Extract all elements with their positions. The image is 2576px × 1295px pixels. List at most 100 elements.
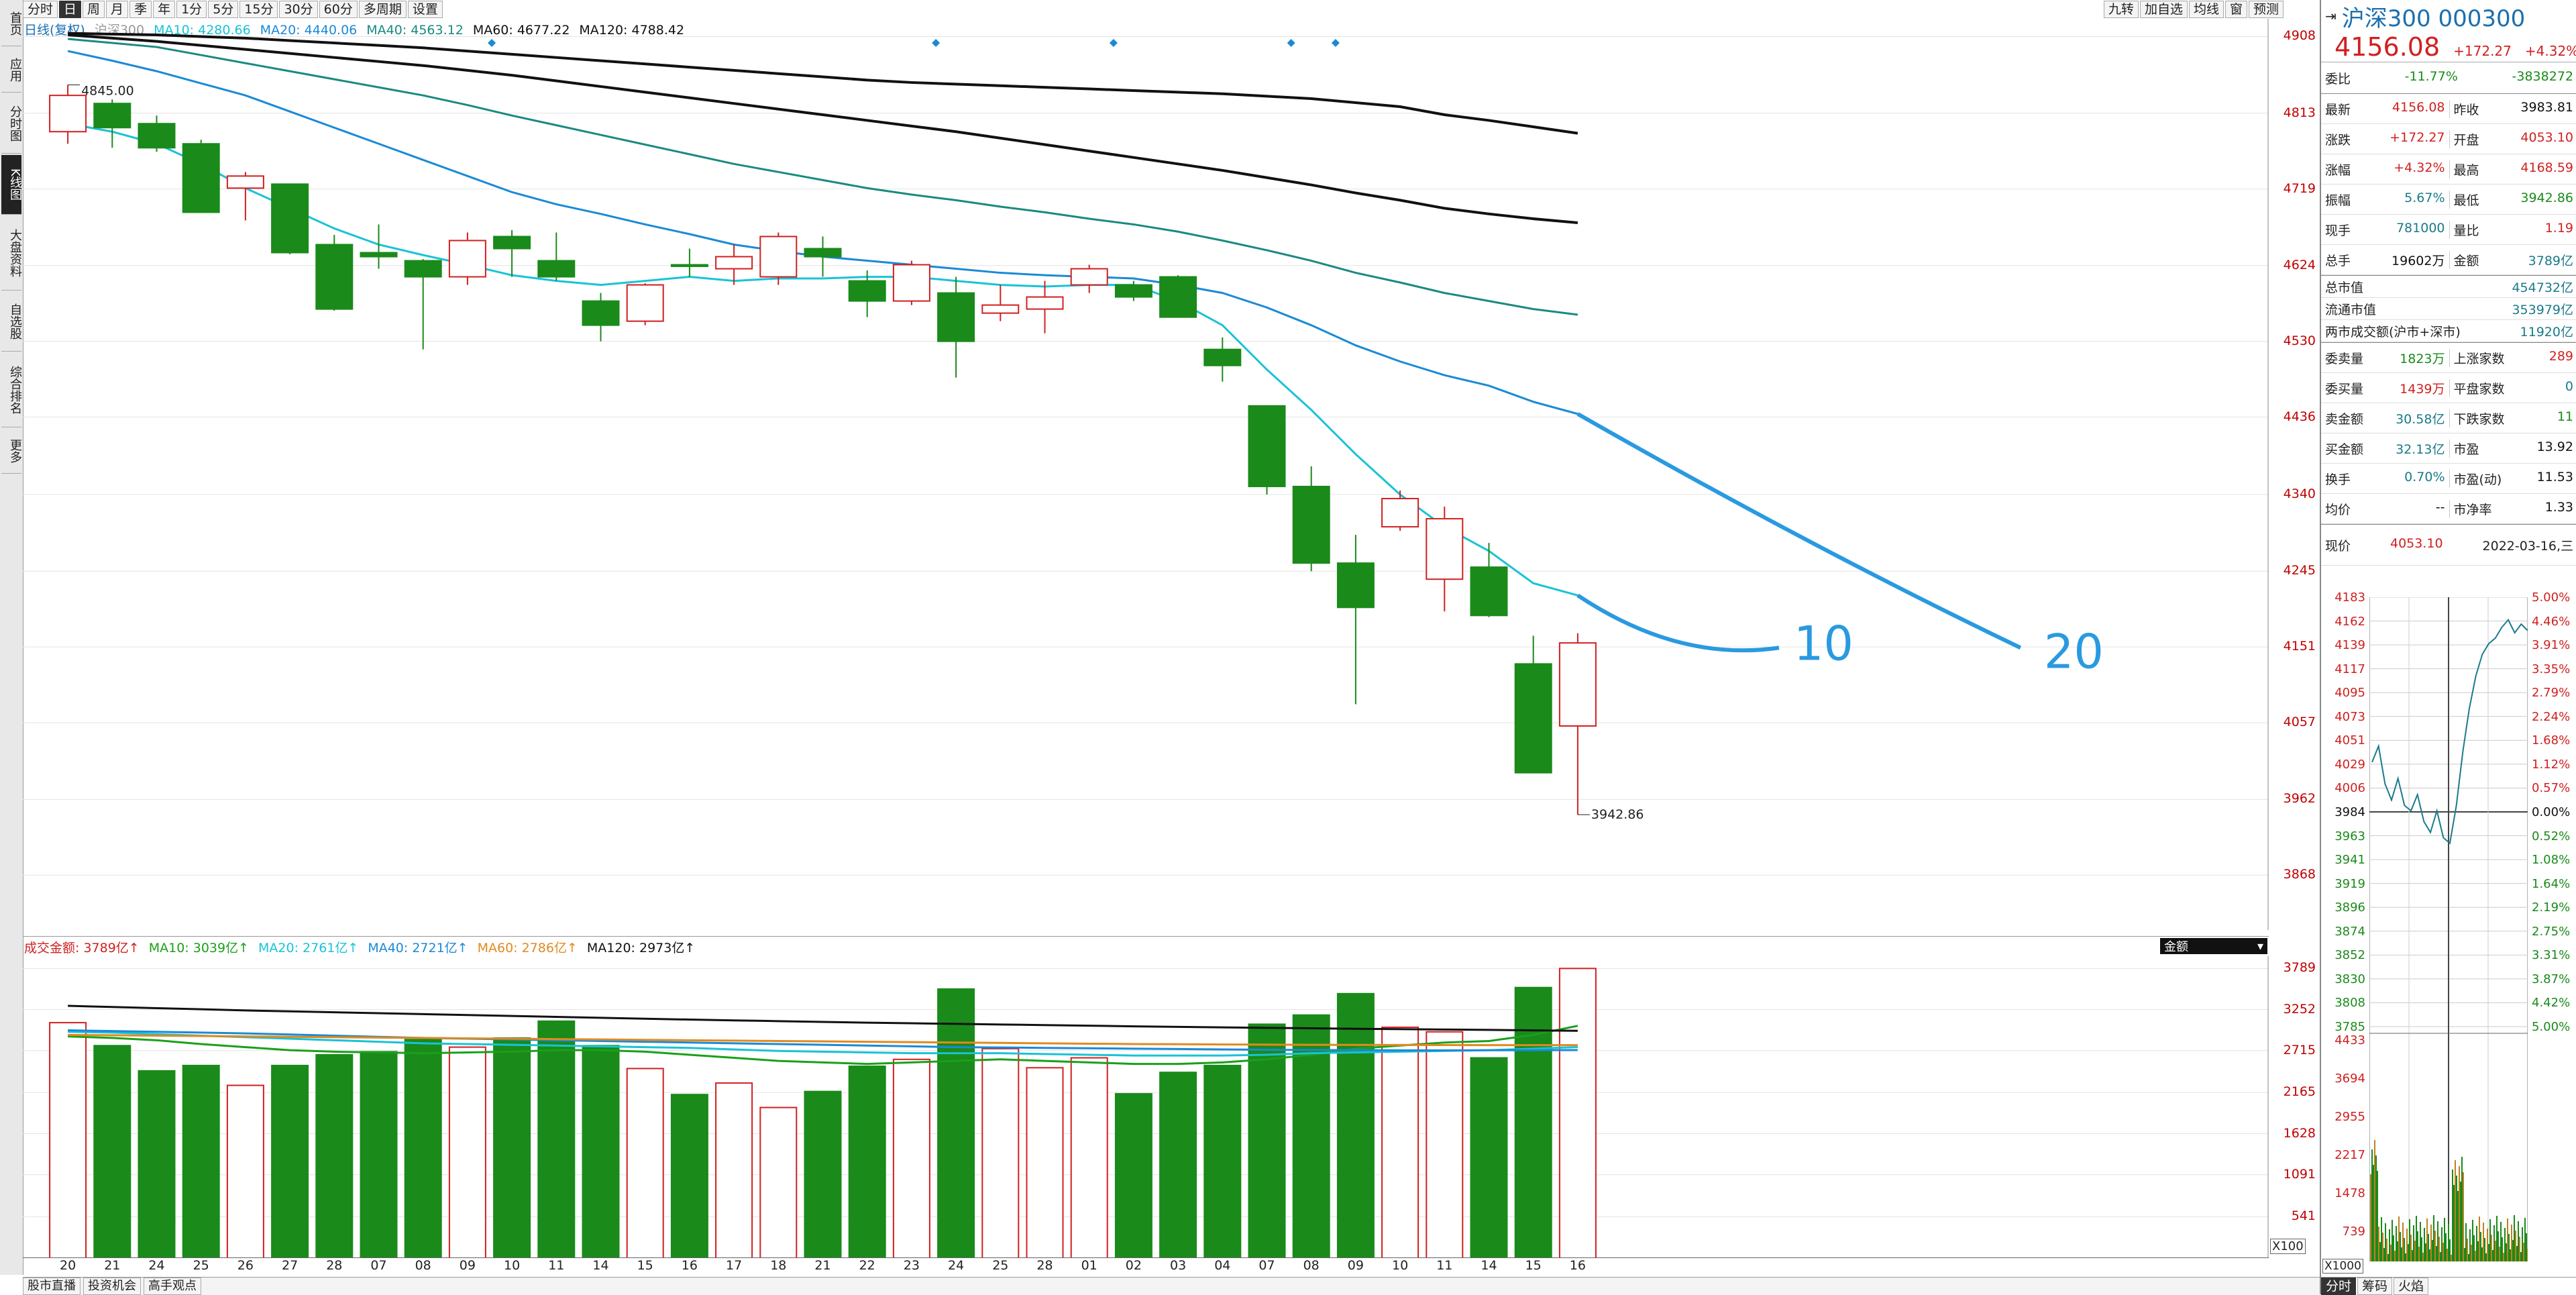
- candle-21: [982, 285, 1018, 321]
- volume-bar-29: [1338, 994, 1374, 1258]
- date-label-16: 18: [770, 1258, 786, 1273]
- period-button-8[interactable]: 15分: [239, 1, 278, 18]
- bottom-tab-0[interactable]: 股市直播: [23, 1278, 80, 1295]
- mktcap-row-2: 两市成交额(沪市+深市)11920亿: [2321, 320, 2576, 342]
- period-button-9[interactable]: 30分: [279, 1, 317, 18]
- candle-4: [227, 172, 264, 220]
- candle-body-7: [361, 253, 397, 257]
- leftstrip-item-0[interactable]: 首页: [1, 1, 21, 46]
- leftstrip-item-2[interactable]: 分时图: [1, 94, 21, 154]
- mini-left-tick-7: 4029: [2334, 758, 2365, 772]
- vol_legend-entry-3: MA40: 2721亿↑: [368, 941, 468, 955]
- bottom-tab-2[interactable]: 高手观点: [144, 1278, 201, 1295]
- price-tick-1: 4813: [2284, 105, 2316, 120]
- period-button-4[interactable]: 季: [129, 1, 152, 18]
- stats2-cell-left: 均价--: [2321, 500, 2450, 518]
- toolbar-right-button-1[interactable]: 加自选: [2140, 1, 2188, 18]
- candle-22: [1027, 281, 1063, 333]
- stat-value: 11.53: [2537, 470, 2573, 488]
- volume-bar-15: [716, 1083, 752, 1258]
- collapse-icon[interactable]: ⇥: [2325, 8, 2337, 24]
- volume-bar-1: [94, 1045, 130, 1258]
- stat-value: 1439万: [2400, 379, 2445, 397]
- leftstrip-item-6[interactable]: 综合排名: [1, 353, 21, 427]
- leftstrip-item-5[interactable]: 自选股: [1, 292, 21, 352]
- candle-body-9: [449, 240, 486, 276]
- stat-label: 换手: [2325, 470, 2351, 488]
- period-button-0[interactable]: 分时: [23, 1, 58, 18]
- stat-value: 13.92: [2537, 439, 2573, 458]
- date-label-23: 01: [1081, 1258, 1097, 1273]
- period-button-12[interactable]: 设置: [408, 1, 443, 18]
- toolbar-right-button-3[interactable]: 窗: [2225, 1, 2247, 18]
- stat-label: 最高: [2454, 160, 2479, 178]
- volume-chart[interactable]: [23, 956, 2269, 1258]
- price-tick-10: 3962: [2284, 791, 2316, 806]
- stat-label: 最新: [2325, 100, 2351, 118]
- period-button-2[interactable]: 周: [83, 1, 105, 18]
- period-button-10[interactable]: 60分: [319, 1, 358, 18]
- mini-right-tick-14: 2.75%: [2532, 925, 2570, 939]
- date-label-31: 11: [1436, 1258, 1452, 1273]
- mini-vol-tick-4: 1478: [2334, 1186, 2365, 1200]
- bottom-tab-1[interactable]: 投资机会: [83, 1278, 141, 1295]
- candle-body-0: [50, 95, 86, 132]
- toolbar-right-button-0[interactable]: 九转: [2104, 1, 2139, 18]
- stats-cell-left: 涨跌+172.27: [2321, 130, 2450, 148]
- leftstrip-item-7[interactable]: 更多: [1, 429, 21, 474]
- volume-bar-16: [760, 1108, 796, 1258]
- toolbar-right-button-4[interactable]: 预测: [2249, 1, 2284, 18]
- quote-tab-1[interactable]: 筹码: [2357, 1278, 2392, 1295]
- candle-5: [272, 184, 308, 254]
- date-label-25: 03: [1170, 1258, 1186, 1273]
- cursor-date: 2022-03-16,三: [2483, 536, 2573, 554]
- candle-16: [760, 232, 796, 284]
- period-button-5[interactable]: 年: [153, 1, 175, 18]
- stat-value: --: [2436, 500, 2445, 518]
- volume-bar-25: [1160, 1072, 1196, 1258]
- toolbar-right-button-2[interactable]: 均线: [2189, 1, 2224, 18]
- stat-label: 总手: [2325, 251, 2351, 269]
- period-button-11[interactable]: 多周期: [359, 1, 407, 18]
- date-label-13: 15: [637, 1258, 653, 1273]
- period-button-7[interactable]: 5分: [208, 1, 238, 18]
- toolbar-right-group: 九转加自选均线窗预测: [2104, 0, 2284, 19]
- event-marker-0: [488, 39, 496, 47]
- volume-bar-5: [272, 1066, 308, 1258]
- leftstrip-item-4[interactable]: 大盘资料: [1, 216, 21, 291]
- quote-tab-0[interactable]: 分时: [2321, 1278, 2356, 1295]
- period-button-3[interactable]: 月: [106, 1, 128, 18]
- mini-vol-tick-1: 3694: [2334, 1072, 2365, 1086]
- vol_legend-entry-4: MA60: 2786亿↑: [478, 941, 578, 955]
- stat-value: 4156.08: [2392, 100, 2445, 118]
- mini-left-tick-15: 3852: [2334, 948, 2365, 962]
- volume-type-selector[interactable]: 金额 ▾: [2160, 938, 2267, 954]
- leftstrip-item-3[interactable]: K线图: [1, 155, 21, 215]
- period-button-6[interactable]: 1分: [176, 1, 207, 18]
- stat-value: 1.33: [2545, 500, 2573, 518]
- quote-tabs: 分时筹码火焰: [2321, 1277, 2576, 1295]
- candle-10: [494, 230, 530, 277]
- price-pct: +4.32%: [2525, 43, 2576, 59]
- period-button-1[interactable]: 日: [59, 1, 81, 18]
- date-label-3: 25: [193, 1258, 209, 1273]
- leftstrip-item-1[interactable]: 应用: [1, 48, 21, 93]
- volume-bar-7: [361, 1051, 397, 1258]
- candle-body-19: [894, 265, 930, 301]
- intraday-mini-chart[interactable]: [2369, 597, 2528, 1261]
- stat-value: 289: [2549, 349, 2573, 367]
- stat-label: 上涨家数: [2454, 349, 2505, 367]
- quote-tab-2[interactable]: 火焰: [2394, 1278, 2428, 1295]
